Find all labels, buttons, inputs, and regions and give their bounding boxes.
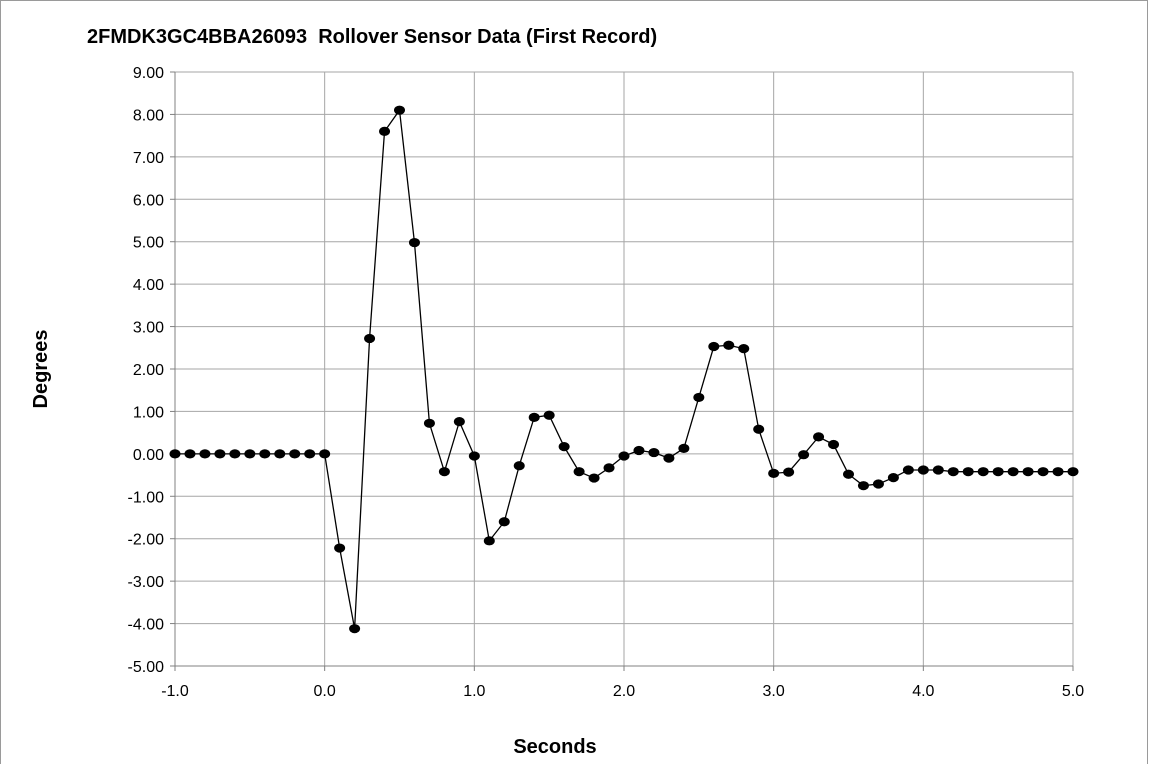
- data-point: [992, 467, 1004, 477]
- data-point: [693, 392, 705, 403]
- data-point: [708, 341, 720, 352]
- data-point: [1067, 467, 1079, 477]
- data-point: [603, 463, 615, 473]
- gridlines: [174, 71, 1074, 667]
- x-tick-label: 0.0: [314, 683, 336, 700]
- y-tick-label: -4.00: [128, 617, 165, 634]
- data-point: [798, 450, 810, 460]
- y-tick-label: -3.00: [128, 574, 165, 591]
- data-point: [738, 344, 750, 354]
- y-tick-label: 4.00: [133, 277, 164, 294]
- data-point: [394, 105, 405, 115]
- data-point: [843, 469, 854, 479]
- y-tick-label: -5.00: [128, 659, 165, 676]
- data-point: [1037, 467, 1049, 477]
- data-point: [259, 449, 271, 459]
- x-axis-title: Seconds: [513, 736, 596, 758]
- data-point: [977, 467, 989, 477]
- data-point: [334, 543, 346, 553]
- data-point: [558, 442, 570, 452]
- x-tick-label: 4.0: [912, 683, 934, 700]
- tick-labels: -5.00 -4.00 -3.00 -2.00 -1.00 0.00 1.00 2.00 3.0…: [128, 65, 1085, 700]
- data-point: [633, 445, 645, 456]
- y-tick-label: 1.00: [133, 404, 164, 421]
- data-point: [813, 432, 825, 442]
- data-point: [543, 410, 555, 420]
- data-point: [768, 468, 780, 478]
- y-tick-label: 3.00: [133, 320, 164, 337]
- data-series: [169, 105, 1079, 634]
- data-point: [573, 467, 585, 477]
- data-point: [618, 451, 630, 461]
- data-point: [379, 126, 391, 136]
- y-tick-label: 7.00: [133, 150, 164, 167]
- y-axis-title: Degrees: [30, 330, 52, 409]
- data-point: [498, 517, 510, 527]
- chart-title: 2FMDK3GC4BBA26093 Rollover Sensor Data (…: [87, 26, 657, 48]
- data-point: [1052, 467, 1064, 477]
- x-tick-label: 1.0: [463, 683, 485, 700]
- data-point: [304, 449, 316, 459]
- data-point: [199, 449, 211, 459]
- data-point: [753, 424, 765, 434]
- data-point: [169, 449, 181, 459]
- axes: [170, 71, 1074, 671]
- data-point: [917, 465, 929, 475]
- y-tick-label: 2.00: [133, 362, 164, 379]
- data-point: [887, 473, 899, 483]
- y-tick-label: 6.00: [133, 192, 164, 209]
- data-point: [902, 465, 914, 475]
- data-point: [528, 412, 540, 422]
- y-tick-label: 8.00: [133, 107, 164, 124]
- x-tick-label: 5.0: [1062, 683, 1084, 700]
- data-point: [513, 461, 525, 471]
- data-point: [1022, 467, 1034, 477]
- x-tick-label: 2.0: [613, 683, 635, 700]
- x-tick-label: 3.0: [763, 683, 785, 700]
- data-point: [244, 449, 256, 459]
- data-point: [319, 449, 331, 459]
- data-point: [483, 536, 495, 546]
- data-point: [453, 417, 465, 427]
- data-point: [663, 453, 675, 463]
- data-point: [349, 624, 361, 634]
- data-point: [438, 467, 450, 477]
- data-point: [423, 418, 435, 428]
- data-point: [468, 451, 480, 461]
- data-point: [214, 449, 226, 459]
- data-point: [229, 449, 241, 459]
- data-point: [678, 443, 690, 453]
- data-point: [932, 465, 944, 475]
- data-point: [364, 333, 376, 344]
- data-point: [947, 467, 959, 477]
- data-point: [783, 467, 795, 477]
- data-point: [408, 237, 420, 248]
- data-point: [723, 340, 735, 350]
- data-point: [289, 449, 301, 459]
- x-tick-label: -1.0: [161, 683, 189, 700]
- y-tick-label: 5.00: [133, 235, 164, 252]
- data-point: [1007, 467, 1019, 477]
- y-tick-label: 0.00: [133, 447, 164, 464]
- y-tick-label: 9.00: [133, 65, 164, 82]
- data-point: [274, 449, 286, 459]
- data-point: [962, 467, 974, 477]
- data-point: [872, 479, 884, 489]
- data-point: [184, 449, 196, 459]
- data-point: [828, 439, 840, 450]
- data-point: [588, 473, 600, 483]
- y-tick-label: -2.00: [128, 532, 165, 549]
- data-point: [648, 447, 660, 458]
- data-point: [857, 481, 869, 491]
- y-tick-label: -1.00: [128, 489, 165, 506]
